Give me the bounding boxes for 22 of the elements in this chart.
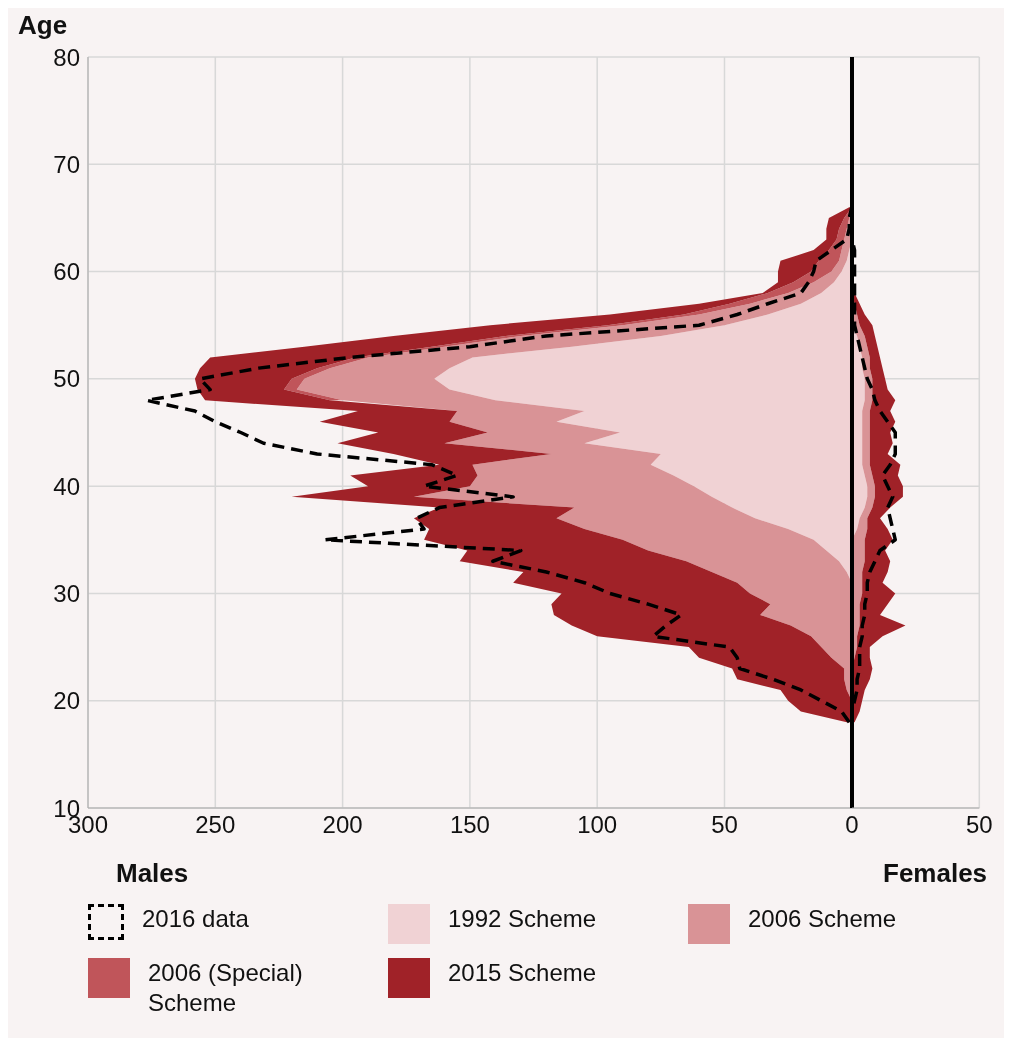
legend-label: 2015 Scheme bbox=[448, 958, 598, 988]
x-tick-label: 250 bbox=[195, 811, 236, 839]
x-tick-label: 50 bbox=[965, 811, 993, 839]
legend-label: 2006 (Special) Scheme bbox=[148, 958, 304, 1018]
x-tick-label: 50 bbox=[711, 811, 738, 839]
y-tick-label: 70 bbox=[53, 150, 80, 178]
y-tick-label: 20 bbox=[53, 687, 80, 715]
y-tick-label: 30 bbox=[53, 579, 80, 607]
x-axis-title: Females bbox=[883, 858, 988, 889]
x-tick-label: 100 bbox=[577, 811, 618, 839]
y-tick-label: 80 bbox=[53, 43, 80, 71]
y-axis-title: Age bbox=[18, 10, 68, 41]
y-tick-label: 40 bbox=[53, 472, 80, 500]
x-tick-label: 200 bbox=[322, 811, 363, 839]
x-tick-label: 150 bbox=[449, 811, 490, 839]
x-tick-label: 0 bbox=[845, 811, 859, 839]
y-tick-label: 50 bbox=[53, 365, 80, 393]
legend-label: 1992 Scheme bbox=[448, 904, 598, 934]
y-tick-label: 60 bbox=[53, 258, 80, 286]
x-axis-title: Males bbox=[116, 858, 189, 889]
legend-label: 2016 data bbox=[142, 904, 250, 934]
legend-label: 2006 Scheme bbox=[748, 904, 898, 934]
